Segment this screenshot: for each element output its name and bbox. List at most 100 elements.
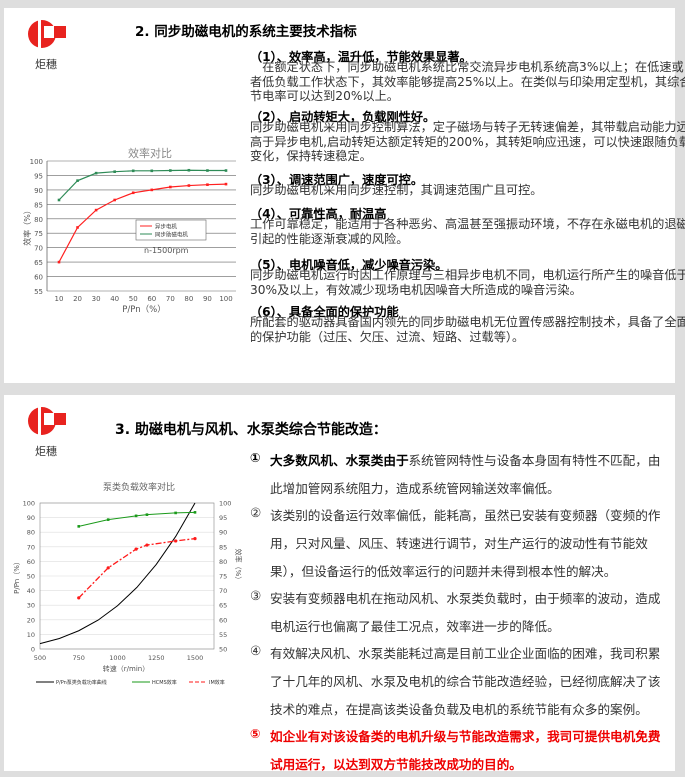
slide-title: 2. 同步助磁电机的系统主要技术指标 (135, 24, 357, 40)
data-point (187, 168, 191, 172)
x-tick-label: 30 (92, 295, 101, 303)
logo-mark-icon (28, 20, 66, 48)
item-text-line: 安装有变频器电机在拖动风机、水泵类负载时，由于频率的波动，造成 (270, 588, 660, 607)
item-text-line: 该类别的设备运行效率偏低，能耗高，虽然已安装有变频器（变频的作 (270, 505, 660, 524)
logo-mark-icon (28, 407, 66, 435)
section-heading: （4）、可靠性高，耐温高 (250, 207, 387, 221)
data-point (193, 511, 197, 514)
chart-title: 效率对比 (128, 146, 172, 160)
y-tick-label: 85 (34, 201, 43, 209)
y-tick-label: 80 (27, 529, 35, 537)
x-tick-label: 60 (147, 295, 156, 303)
x-tick-label: 70 (166, 295, 175, 303)
data-point (206, 169, 209, 172)
item-bold-lead: 大多数风机、水泵类由于 (270, 453, 409, 468)
data-point (224, 169, 228, 172)
data-point (94, 208, 98, 212)
y-axis-label: P/Pn（%） (13, 558, 21, 594)
y-tick-label: 55 (34, 288, 43, 296)
data-point (113, 170, 116, 173)
y-tick-label: 75 (34, 230, 43, 238)
data-point (57, 260, 61, 264)
data-point (134, 547, 138, 551)
section-heading: （1）、效率高，温升低，节能效果显著。 (250, 50, 472, 64)
y-tick-label: 30 (27, 602, 35, 610)
y-right-tick-label: 55 (219, 631, 227, 639)
data-point (106, 566, 110, 570)
data-point (94, 171, 98, 175)
x-tick-label: 1250 (148, 654, 165, 662)
section-heading: （5）、电机噪音低，减少噪音污染。 (250, 258, 448, 272)
series-line (78, 511, 196, 527)
logo-text: 炬穗 (35, 445, 57, 458)
y-tick-label: 90 (34, 187, 43, 195)
data-point (150, 188, 154, 192)
y-tick-label: 0 (31, 646, 35, 654)
section-text-line: 者低负载工作状态下，其效率能够提高25%以上。在类似与印染用定型机，其综合 (250, 74, 685, 89)
series-line (58, 183, 227, 263)
y-right-tick-label: 85 (219, 543, 227, 551)
legend-label: 同步助磁电机 (155, 231, 189, 239)
section-text-line: 工作可靠稳定，能适用于各种恶劣、高温甚至强振动环境，不存在永磁电机的退磁 (250, 217, 685, 231)
item-marker: ③ (250, 588, 262, 603)
item-text-line: 果），但设备运行的低效率运行的问题并未得到根本性的解决。 (270, 561, 616, 580)
data-point (145, 543, 149, 547)
section-text-line: 高于异步电机,启动转矩达额定转矩的200%，其转矩响应迅速，可以快速跟随负载 (250, 134, 685, 149)
y-right-tick-label: 100 (219, 500, 231, 508)
y-right-tick-label: 65 (219, 602, 227, 610)
y-axis-label: 效率（%） (22, 206, 32, 246)
data-point (76, 226, 79, 229)
data-point (174, 539, 178, 543)
x-tick-label: 10 (55, 295, 64, 303)
item-text: 有效解决风机、水泵类能耗过高是目前工业企业面临的困难，我司积累 (270, 646, 661, 661)
data-point (169, 185, 172, 189)
slide-title: 3. 助磁电机与风机、水泵类综合节能改造： (115, 422, 387, 438)
y-tick-label: 95 (34, 172, 43, 180)
y-right-tick-label: 50 (219, 646, 227, 654)
legend-label: 异步电机 (155, 223, 178, 231)
data-point (131, 169, 135, 173)
y-right-tick-label: 80 (219, 558, 227, 566)
x-axis-label: P/Pn（%） (122, 304, 165, 315)
plot-frame (39, 502, 215, 650)
data-point (145, 513, 149, 516)
y-tick-label: 65 (34, 259, 43, 267)
section-text-line: 30%及以上，有效减少现场电机因噪音大所造成的噪音污染。 (250, 282, 582, 297)
legend-label: HCMS效率 (152, 679, 177, 686)
section-text-line: 的保护功能（过压、欠压、过流、短路、过载等）。 (250, 329, 525, 344)
x-tick-label: 500 (34, 654, 46, 662)
item-text: 用，只对风量、风压、转速进行调节，对生产运行的波动性有节能效 (270, 536, 648, 551)
data-point (150, 169, 154, 173)
data-point (76, 179, 79, 182)
y-tick-label: 60 (27, 558, 35, 566)
item-text: 安装有变频器电机在拖动风机、水泵类负载时，由于频率的波动，造成 (270, 591, 661, 606)
y-right-axis-label: 效率（%） (234, 549, 243, 584)
data-point (77, 596, 81, 600)
data-point (106, 518, 110, 521)
y-tick-label: 70 (34, 245, 43, 253)
company-logo: 炬穗 (28, 18, 78, 72)
y-tick-label: 70 (27, 543, 35, 551)
data-point (77, 525, 81, 528)
item-marker: ② (250, 505, 262, 520)
item-text: 该类别的设备运行效率偏低，能耗高，虽然已安装有变频器（变频的作 (270, 508, 661, 523)
legend-label: P/Pn泵类负载功率曲线 (56, 679, 107, 686)
item-text-line: 如企业有对该设备类的电机升级与节能改造需求，我司可提供电机免费 (270, 726, 660, 745)
item-text: 此增加管网系统阻力，造成系统管网输送效率偏低。 (270, 481, 560, 496)
item-text-line: 电机运行也偏离了最佳工况点，效率进一步的降低。 (270, 616, 560, 635)
efficiency-comparison-chart: 效率对比 55 60 65 70 75 80 85 90 95 100 10 20 30 40 50 60 70 8… (22, 146, 236, 315)
item-marker: ① (250, 450, 261, 465)
section-text-line: 节电率可以达到20%以上。 (250, 89, 399, 103)
data-point (131, 191, 135, 195)
y-right-tick-label: 75 (219, 573, 227, 581)
item-text: 如企业有对该设备类的电机升级与节能改造需求，我司可提供电机免费 (270, 729, 661, 744)
data-point (193, 537, 197, 541)
x-tick-label: 40 (110, 295, 119, 303)
item-text: 系统管网特性与设备本身固有特性不匹配，由 (408, 453, 661, 468)
y-right-tick-label: 95 (219, 514, 227, 522)
data-point (57, 198, 61, 202)
y-tick-label: 80 (34, 216, 43, 224)
section-text-line: 所配套的驱动器具备国内领先的同步助磁电机无位置传感器控制技术，具备了全面 (250, 315, 685, 329)
legend-label: IM效率 (209, 679, 225, 686)
series-line (78, 537, 196, 599)
